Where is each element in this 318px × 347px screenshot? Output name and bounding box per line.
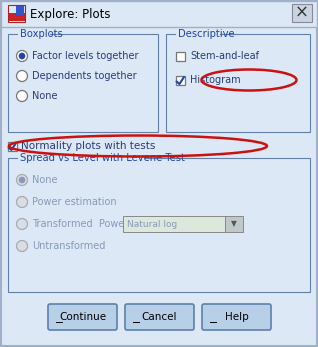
Text: ×: × bbox=[295, 4, 309, 22]
FancyBboxPatch shape bbox=[125, 304, 194, 330]
FancyBboxPatch shape bbox=[176, 29, 219, 39]
Text: Cancel: Cancel bbox=[142, 312, 177, 322]
FancyBboxPatch shape bbox=[8, 142, 17, 151]
Text: Power estimation: Power estimation bbox=[32, 197, 117, 207]
Text: Normality plots with tests: Normality plots with tests bbox=[21, 141, 156, 151]
FancyBboxPatch shape bbox=[48, 304, 117, 330]
Text: Untransformed: Untransformed bbox=[32, 241, 105, 251]
FancyBboxPatch shape bbox=[166, 34, 310, 132]
FancyBboxPatch shape bbox=[8, 158, 310, 292]
Text: ▼: ▼ bbox=[231, 220, 237, 229]
Text: Transformed  Power:: Transformed Power: bbox=[32, 219, 132, 229]
FancyBboxPatch shape bbox=[202, 304, 271, 330]
Circle shape bbox=[17, 175, 27, 186]
Text: Continue: Continue bbox=[59, 312, 106, 322]
Circle shape bbox=[17, 70, 27, 82]
Text: Factor levels together: Factor levels together bbox=[32, 51, 139, 61]
Text: Explore: Plots: Explore: Plots bbox=[30, 8, 110, 21]
Text: None: None bbox=[32, 175, 58, 185]
FancyBboxPatch shape bbox=[225, 216, 243, 232]
Circle shape bbox=[19, 53, 25, 59]
Text: Stem-and-leaf: Stem-and-leaf bbox=[190, 51, 259, 61]
Text: Help: Help bbox=[225, 312, 248, 322]
FancyBboxPatch shape bbox=[16, 5, 24, 15]
FancyBboxPatch shape bbox=[176, 51, 184, 60]
Text: Histogram: Histogram bbox=[190, 75, 241, 85]
FancyBboxPatch shape bbox=[18, 153, 145, 163]
Circle shape bbox=[17, 240, 27, 252]
FancyBboxPatch shape bbox=[8, 34, 158, 132]
FancyBboxPatch shape bbox=[1, 1, 317, 27]
Circle shape bbox=[17, 219, 27, 229]
Text: Descriptive: Descriptive bbox=[178, 29, 235, 39]
Circle shape bbox=[17, 51, 27, 61]
FancyBboxPatch shape bbox=[8, 13, 25, 21]
FancyBboxPatch shape bbox=[176, 76, 184, 85]
Text: Dependents together: Dependents together bbox=[32, 71, 137, 81]
Circle shape bbox=[17, 196, 27, 208]
Circle shape bbox=[17, 91, 27, 102]
FancyBboxPatch shape bbox=[123, 216, 225, 232]
Circle shape bbox=[19, 177, 25, 183]
FancyBboxPatch shape bbox=[292, 4, 312, 22]
Text: Spread vs Level with Levene Test: Spread vs Level with Levene Test bbox=[20, 153, 185, 163]
Text: Boxplots: Boxplots bbox=[20, 29, 63, 39]
Text: Natural log: Natural log bbox=[127, 220, 177, 229]
Text: None: None bbox=[32, 91, 58, 101]
FancyBboxPatch shape bbox=[18, 29, 50, 39]
